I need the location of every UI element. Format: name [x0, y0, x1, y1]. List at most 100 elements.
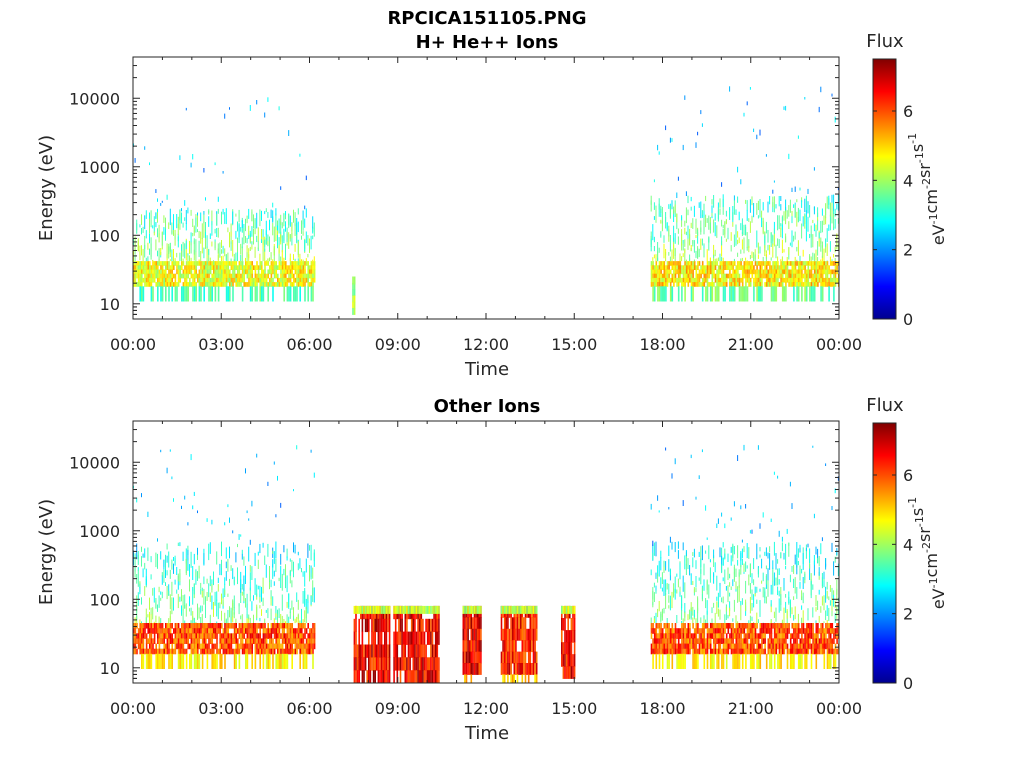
heatmap-cell	[775, 282, 778, 287]
heatmap-cell	[674, 589, 676, 600]
heatmap-cell	[754, 282, 757, 287]
heatmap-cell	[700, 617, 702, 624]
heatmap-cell	[275, 558, 277, 572]
heatmap-cell	[503, 640, 506, 653]
heatmap-cell	[297, 628, 300, 634]
heatmap-cell	[756, 633, 758, 639]
heatmap-cell	[740, 551, 742, 568]
heatmap-cell	[724, 553, 726, 559]
heatmap-cell	[312, 580, 314, 596]
heatmap-cell	[145, 608, 147, 623]
heatmap-cell	[412, 657, 415, 671]
heatmap-cell	[673, 583, 675, 598]
heatmap-cell	[302, 265, 305, 270]
heatmap-cell	[757, 277, 760, 283]
heatmap-cell	[195, 638, 197, 644]
heatmap-cell	[173, 273, 175, 279]
heatmap-cell	[719, 261, 722, 266]
heatmap-cell	[249, 246, 251, 251]
heatmap-cell	[227, 227, 229, 233]
heatmap-cell	[256, 633, 258, 639]
heatmap-cell	[719, 643, 722, 650]
heatmap-cell	[740, 564, 742, 575]
heatmap-cell	[259, 628, 261, 634]
heatmap-cell	[745, 648, 747, 655]
heatmap-cell	[206, 592, 208, 601]
heatmap-cell	[280, 214, 282, 226]
x-tick-label: 18:00	[639, 335, 685, 354]
heatmap-cell	[701, 286, 704, 302]
heatmap-cell	[358, 670, 360, 684]
heatmap-cell	[249, 265, 252, 270]
heatmap-cell	[197, 554, 198, 560]
heatmap-cell	[280, 273, 282, 279]
heatmap-cell	[431, 657, 434, 671]
heatmap-cell	[265, 261, 268, 266]
heatmap-cell	[743, 273, 746, 279]
heatmap-cell	[833, 194, 835, 211]
heatmap-cell	[700, 648, 702, 655]
heatmap-cell	[706, 600, 708, 615]
heatmap-cell	[770, 584, 772, 595]
heatmap-cell	[261, 269, 263, 275]
heatmap-cell	[833, 261, 835, 266]
heatmap-cell	[237, 269, 239, 275]
heatmap-cell	[812, 252, 814, 260]
heatmap-cell	[163, 273, 165, 279]
heatmap-cell	[240, 633, 242, 639]
heatmap-cell	[243, 575, 245, 591]
heatmap-cell	[225, 277, 228, 283]
heatmap-cell	[480, 605, 482, 614]
heatmap-cell	[772, 282, 774, 287]
heatmap-cell	[695, 618, 697, 624]
heatmap-cell	[500, 617, 503, 630]
heatmap-cell	[661, 608, 663, 621]
heatmap-cell	[507, 663, 509, 675]
heatmap-cell	[141, 273, 143, 279]
heatmap-cell	[171, 282, 173, 287]
heatmap-cell	[229, 643, 231, 650]
heatmap-cell	[361, 631, 364, 645]
heatmap-cell	[834, 261, 837, 266]
heatmap-cell	[687, 195, 689, 204]
heatmap-cell	[730, 286, 733, 302]
heatmap-cell	[147, 277, 149, 283]
heatmap-cell	[765, 596, 767, 604]
heatmap-cell	[431, 605, 434, 614]
heatmap-cell	[502, 628, 504, 641]
heatmap-cell	[721, 564, 723, 574]
heatmap-cell	[690, 643, 693, 650]
heatmap-cell	[181, 208, 182, 212]
heatmap-cell	[773, 611, 775, 618]
heatmap-cell	[684, 261, 686, 266]
heatmap-cell	[673, 237, 675, 249]
heatmap-cell	[358, 605, 360, 614]
heatmap-cell	[738, 261, 741, 266]
heatmap-cell	[674, 277, 677, 283]
heatmap-cell	[246, 265, 249, 270]
heatmap-cell	[685, 269, 688, 275]
heatmap-cell	[299, 638, 301, 644]
heatmap-cell	[415, 631, 418, 645]
heatmap-cell	[753, 252, 755, 262]
heatmap-cell	[711, 277, 714, 283]
heatmap-cell	[283, 214, 285, 223]
heatmap-cell	[716, 286, 718, 302]
heatmap-cell	[363, 644, 365, 658]
heatmap-cell	[305, 558, 307, 573]
heatmap-cell	[658, 623, 661, 629]
heatmap-cell	[296, 233, 298, 244]
heatmap-cell	[817, 219, 819, 231]
heatmap-cell	[805, 214, 807, 232]
heatmap-cell	[535, 651, 538, 664]
heatmap-cell	[687, 273, 690, 279]
heatmap-cell	[145, 282, 148, 287]
heatmap-cell	[407, 605, 410, 614]
heatmap-cell	[301, 220, 302, 234]
heatmap-cell	[722, 257, 724, 262]
colorbar-1-label: Flux	[866, 31, 904, 52]
heatmap-cell	[724, 282, 726, 287]
heatmap-cell	[677, 643, 680, 650]
heatmap-cell	[192, 286, 194, 302]
heatmap-cell	[507, 605, 509, 614]
